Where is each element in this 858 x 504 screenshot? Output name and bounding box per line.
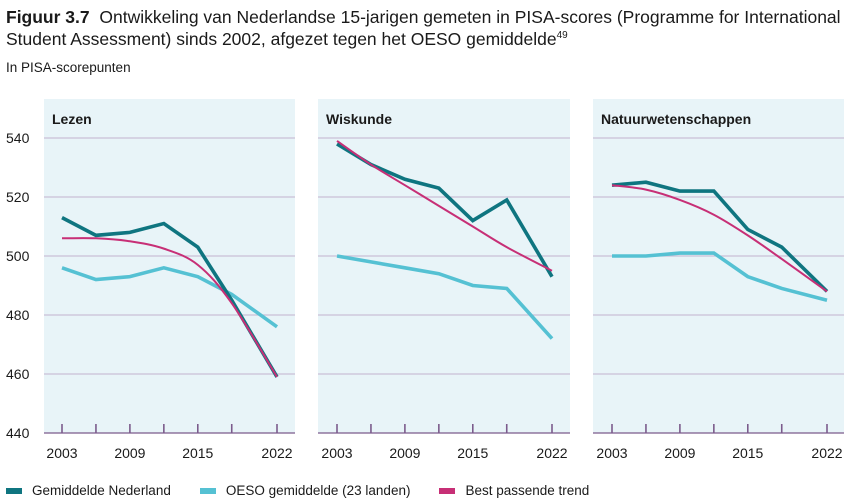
figure-label: Figuur 3.7: [6, 7, 90, 27]
x-tick-label: 2022: [811, 445, 842, 461]
x-tick-label: 2015: [457, 445, 488, 461]
footnote-ref: 49: [556, 30, 568, 41]
panel-background: [318, 99, 570, 433]
legend-label: OESO gemiddelde (23 landen): [225, 483, 411, 498]
x-tick-label: 2022: [261, 445, 292, 461]
x-tick-label: 2022: [536, 445, 567, 461]
legend-swatch-trend: [439, 487, 456, 494]
y-tick-label: 540: [6, 130, 30, 146]
x-tick-label: 2003: [46, 445, 77, 461]
panel-background: [593, 99, 844, 433]
x-tick-label: 2015: [732, 445, 763, 461]
legend-swatch-oecd: [199, 487, 216, 494]
legend-label: Best passende trend: [465, 483, 590, 498]
legend-item-nl: Gemiddelde Nederland: [6, 483, 171, 498]
y-tick-label: 520: [6, 189, 30, 205]
legend-item-oecd: OESO gemiddelde (23 landen): [199, 483, 411, 498]
panel-title: Lezen: [52, 111, 92, 127]
legend-swatch-nl: [6, 487, 22, 494]
panel-background: [44, 99, 295, 433]
legend: Gemiddelde Nederland OESO gemiddelde (23…: [6, 483, 618, 498]
y-tick-label: 500: [6, 248, 30, 264]
y-tick-label: 440: [6, 425, 30, 441]
unit-label: In PISA-scorepunten: [6, 60, 131, 75]
figure-title-text: Ontwikkeling van Nederlandse 15-jarigen …: [6, 7, 841, 49]
legend-item-trend: Best passende trend: [439, 483, 589, 498]
y-tick-label: 460: [6, 366, 30, 382]
x-tick-label: 2009: [389, 445, 420, 461]
legend-label: Gemiddelde Nederland: [32, 483, 171, 498]
panel-title: Natuurwetenschappen: [601, 111, 751, 127]
x-tick-label: 2003: [596, 445, 627, 461]
figure-title: Figuur 3.7 Ontwikkeling van Nederlandse …: [6, 6, 856, 50]
x-tick-label: 2015: [182, 445, 213, 461]
y-tick-label: 480: [6, 307, 30, 323]
series-line-trend: [61, 237, 278, 378]
x-tick-label: 2003: [321, 445, 352, 461]
x-tick-label: 2009: [114, 445, 145, 461]
panel-title: Wiskunde: [326, 111, 392, 127]
x-tick-label: 2009: [664, 445, 695, 461]
